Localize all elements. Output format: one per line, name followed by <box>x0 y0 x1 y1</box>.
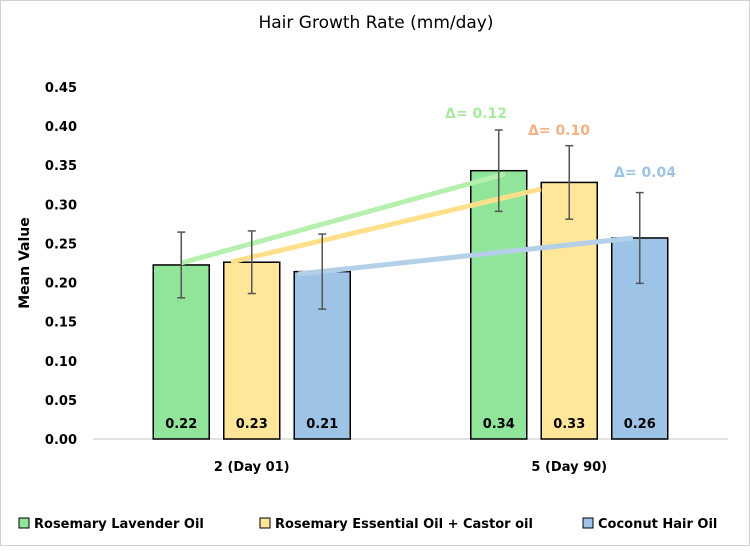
error-bar <box>635 191 644 285</box>
legend-swatch <box>18 517 30 529</box>
y-tick-label: 0.45 <box>45 81 77 96</box>
delta-label: Δ= 0.12 <box>445 106 507 122</box>
data-label: 0.23 <box>236 417 268 432</box>
data-label: 0.21 <box>306 417 338 432</box>
y-tick-label: 0.05 <box>45 394 77 409</box>
y-tick-label: 0.30 <box>45 198 77 213</box>
trend-line <box>297 235 634 277</box>
y-tick-label: 0.10 <box>45 355 77 370</box>
error-bar <box>318 233 327 310</box>
legend-item: Rosemary Lavender Oil <box>18 517 204 532</box>
legend-label: Rosemary Essential Oil + Castor oil <box>275 517 533 532</box>
trend-line <box>230 186 542 265</box>
data-label: 0.34 <box>483 417 515 432</box>
y-tick-label: 0.25 <box>45 237 77 252</box>
data-label: 0.22 <box>165 417 197 432</box>
error-bar <box>177 231 186 299</box>
y-tick-label: 0.40 <box>45 120 77 135</box>
legend-item: Coconut Hair Oil <box>582 517 717 532</box>
x-category-label: 5 (Day 90) <box>531 460 607 475</box>
data-label: 0.26 <box>624 417 656 432</box>
legend-item: Rosemary Essential Oil + Castor oil <box>259 517 533 532</box>
delta-label: Δ= 0.04 <box>614 165 676 181</box>
y-tick-label: 0.35 <box>45 159 77 174</box>
y-tick-label: 0.15 <box>45 316 77 331</box>
y-axis-label: Mean Value <box>17 217 33 309</box>
x-category-label: 2 (Day 01) <box>214 460 290 475</box>
legend-swatch <box>259 517 271 529</box>
delta-label: Δ= 0.10 <box>528 123 590 139</box>
error-bar <box>565 144 574 220</box>
legend-label: Coconut Hair Oil <box>598 517 717 532</box>
bar <box>540 181 598 440</box>
error-bar <box>494 129 503 213</box>
bar <box>470 169 528 440</box>
trend-line <box>180 171 506 266</box>
error-bar <box>247 230 256 295</box>
data-label: 0.33 <box>553 417 585 432</box>
legend-swatch <box>582 517 594 529</box>
legend-label: Rosemary Lavender Oil <box>34 517 204 532</box>
y-tick-label: 0.20 <box>45 277 77 292</box>
y-tick-label: 0.00 <box>45 433 77 448</box>
chart-title: Hair Growth Rate (mm/day) <box>258 13 493 33</box>
